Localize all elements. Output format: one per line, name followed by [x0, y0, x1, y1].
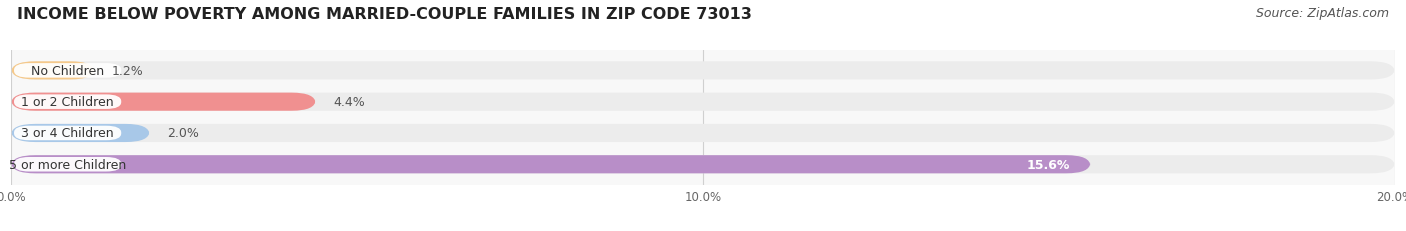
Text: 5 or more Children: 5 or more Children [8, 158, 127, 171]
FancyBboxPatch shape [14, 157, 121, 172]
FancyBboxPatch shape [11, 62, 94, 80]
FancyBboxPatch shape [11, 62, 1395, 80]
Text: INCOME BELOW POVERTY AMONG MARRIED-COUPLE FAMILIES IN ZIP CODE 73013: INCOME BELOW POVERTY AMONG MARRIED-COUPL… [17, 7, 752, 22]
FancyBboxPatch shape [11, 155, 1091, 173]
FancyBboxPatch shape [14, 95, 121, 109]
Text: 2.0%: 2.0% [167, 127, 198, 140]
FancyBboxPatch shape [11, 124, 149, 143]
FancyBboxPatch shape [14, 126, 121, 141]
Text: 1.2%: 1.2% [111, 65, 143, 78]
Text: 1 or 2 Children: 1 or 2 Children [21, 96, 114, 109]
FancyBboxPatch shape [11, 124, 1395, 143]
FancyBboxPatch shape [11, 155, 1395, 173]
Text: 4.4%: 4.4% [333, 96, 364, 109]
Text: No Children: No Children [31, 65, 104, 78]
FancyBboxPatch shape [14, 64, 121, 78]
FancyBboxPatch shape [11, 93, 1395, 111]
Text: Source: ZipAtlas.com: Source: ZipAtlas.com [1256, 7, 1389, 20]
Text: 3 or 4 Children: 3 or 4 Children [21, 127, 114, 140]
FancyBboxPatch shape [11, 93, 315, 111]
Text: 15.6%: 15.6% [1026, 158, 1070, 171]
